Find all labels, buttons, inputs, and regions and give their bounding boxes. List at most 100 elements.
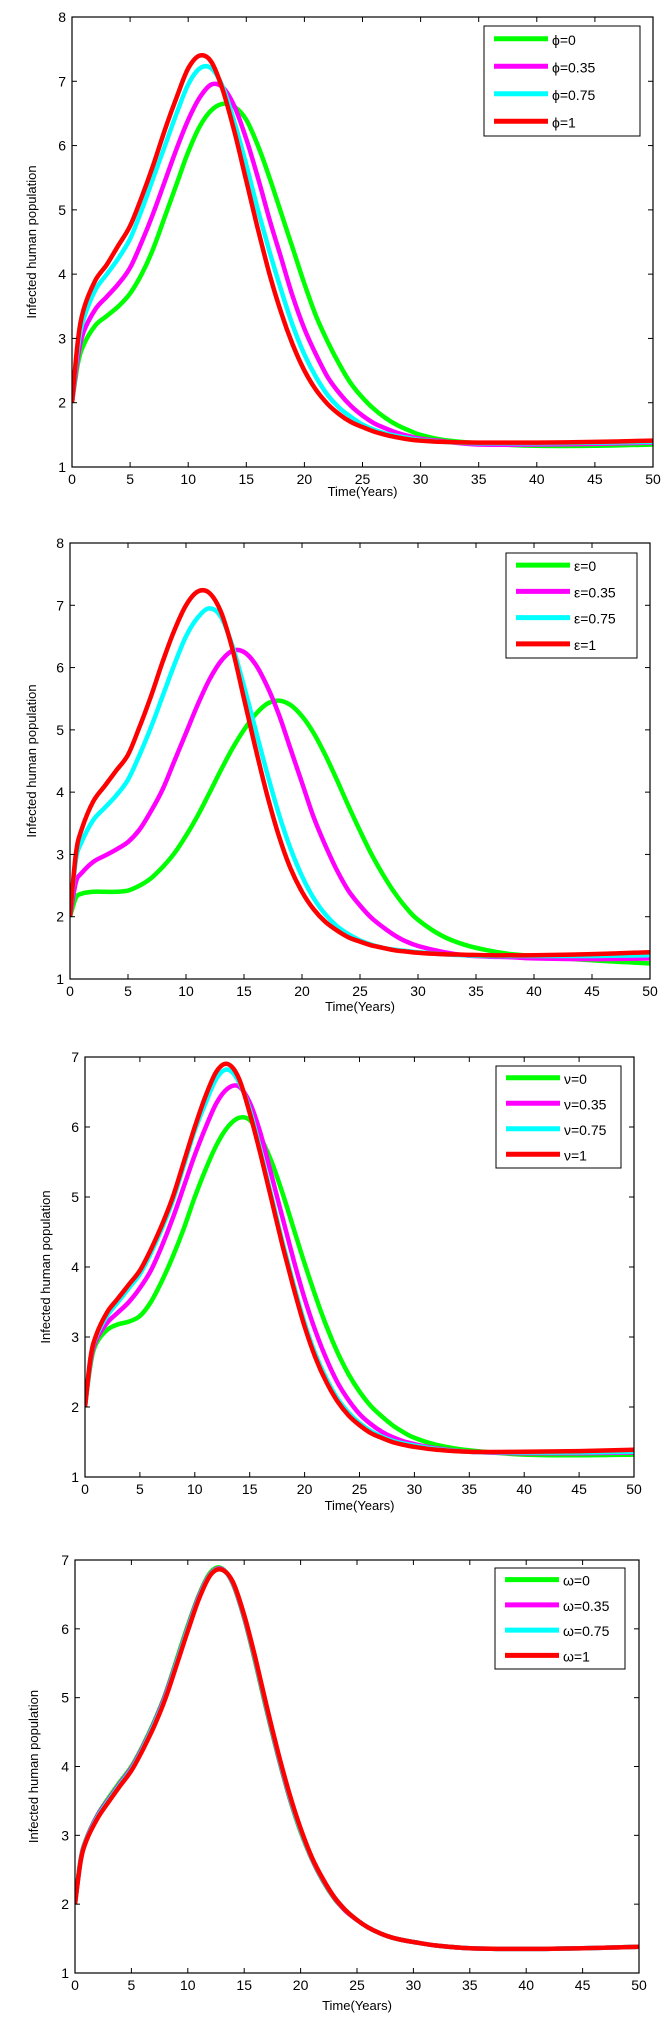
series-line-0 (72, 101, 653, 449)
legend-item: ϕ=0 (494, 32, 576, 48)
x-tick-label: 40 (526, 983, 542, 999)
legend-label: ν=0 (564, 1071, 587, 1087)
y-tick-label: 1 (61, 1965, 69, 1981)
x-tick-label: 40 (516, 1481, 532, 1497)
chart-panel-phi: 0 5 10 15 20 25 30 35 40 45 50 1 2 3 4 5 6 7 8 Time(Years) I… (0, 0, 672, 500)
y-tick-label: 4 (58, 266, 66, 282)
x-tick-label: 0 (66, 983, 74, 999)
x-tick-label: 20 (293, 1977, 309, 1993)
legend-label: ω=0.35 (563, 1598, 610, 1614)
y-tick-label: 2 (61, 1896, 69, 1912)
x-tick-label: 40 (529, 471, 545, 487)
x-tick-label: 10 (180, 471, 196, 487)
x-tick-label: 25 (352, 1481, 368, 1497)
x-axis-label: Time(Years) (322, 1998, 392, 2013)
legend-box (483, 25, 641, 137)
y-tick-label: 2 (58, 395, 66, 411)
y-axis-label: Infected human population (38, 1190, 53, 1343)
x-tick-label: 30 (413, 471, 429, 487)
series-line-0 (70, 698, 650, 966)
x-tick-label: 5 (128, 1977, 136, 1993)
legend-box (495, 1065, 622, 1169)
x-tick-label: 45 (584, 983, 600, 999)
legend-label: ω=0 (563, 1573, 590, 1589)
x-tick-label: 15 (236, 983, 252, 999)
legend-label: ν=0.35 (564, 1096, 607, 1112)
legend-item: ν=0.35 (506, 1096, 607, 1112)
series-lines (85, 1061, 634, 1458)
x-tick-label: 15 (236, 1977, 252, 1993)
x-tick-label: 5 (124, 983, 132, 999)
series-line-3 (72, 53, 653, 445)
series-lines (72, 53, 653, 449)
legend-label: ω=1 (563, 1648, 590, 1664)
x-tick-label: 0 (68, 471, 76, 487)
x-tick-label: 30 (410, 983, 426, 999)
x-tick-label: 5 (126, 471, 134, 487)
legend-label: ϕ=0.75 (552, 87, 595, 103)
legend-item: ε=0.35 (516, 584, 616, 600)
legend: ν=0 ν=0.35 ν=0.75 ν=1 (495, 1065, 622, 1169)
legend-item: ν=0 (506, 1071, 587, 1087)
chart-omega: 0 5 10 15 20 25 30 35 40 45 501234567Time(Years)In… (26, 1552, 647, 2013)
legend-item: ν=1 (506, 1147, 587, 1163)
series-line-0 (85, 1114, 634, 1458)
chart-panel-epsilon: 0 5 10 15 20 25 30 35 40 45 50 1 2 3 4 5 6 7 8 Time(Years) I… (0, 500, 672, 1020)
series-line-3 (70, 587, 650, 958)
y-tick-label: 2 (56, 909, 64, 925)
y-axis-label: Infected human population (24, 684, 39, 837)
y-tick-label: 6 (71, 1119, 79, 1135)
x-tick-label: 10 (187, 1481, 203, 1497)
legend-item: ω=1 (505, 1648, 590, 1664)
x-tick-label: 50 (631, 1977, 647, 1993)
chart-phi: 0 5 10 15 20 25 30 35 40 45 5012345678Time(Years)I… (24, 9, 661, 499)
x-tick-label: 25 (352, 983, 368, 999)
x-tick-label: 45 (575, 1977, 591, 1993)
x-tick-label: 35 (471, 471, 487, 487)
y-tick-label: 3 (58, 330, 66, 346)
x-tick-label: 15 (239, 471, 255, 487)
y-tick-label: 4 (56, 784, 64, 800)
series-line-3 (75, 1567, 639, 1952)
x-tick-label: 20 (294, 983, 310, 999)
chart-nu: 0 5 10 15 20 25 30 35 40 45 501234567Time(Years)In… (38, 1049, 642, 1513)
legend-item: ε=0 (516, 558, 596, 574)
legend-item: ν=0.75 (506, 1122, 607, 1138)
x-tick-label: 10 (178, 983, 194, 999)
y-tick-label: 5 (58, 202, 66, 218)
series-line-1 (70, 647, 650, 962)
legend-item: ω=0.75 (505, 1623, 610, 1639)
x-tick-label: 45 (587, 471, 603, 487)
legend-box (494, 1567, 626, 1670)
legend-item: ϕ=0.35 (494, 59, 595, 75)
x-tick-label: 15 (242, 1481, 258, 1497)
x-tick-label: 30 (406, 1977, 422, 1993)
x-tick-label: 50 (626, 1481, 642, 1497)
y-tick-label: 1 (71, 1469, 79, 1485)
x-tick-label: 50 (642, 983, 658, 999)
x-tick-label: 25 (349, 1977, 365, 1993)
legend-item: ϕ=0.75 (494, 87, 595, 103)
x-tick-label: 0 (81, 1481, 89, 1497)
legend-item: ϕ=1 (494, 114, 576, 130)
legend-label: ϕ=0.35 (552, 59, 595, 75)
y-tick-label: 8 (58, 9, 66, 25)
legend: ω=0 ω=0.35 ω=0.75 ω=1 (494, 1567, 626, 1670)
legend-label: ε=0 (574, 558, 596, 574)
x-tick-label: 45 (571, 1481, 587, 1497)
series-line-1 (72, 81, 653, 447)
x-axis-label: Time(Years) (328, 484, 398, 499)
x-tick-label: 40 (518, 1977, 534, 1993)
legend-item: ε=0.75 (516, 611, 616, 627)
legend: ε=0 ε=0.35 ε=0.75 ε=1 (505, 552, 638, 659)
x-tick-label: 10 (180, 1977, 196, 1993)
chart-epsilon: 0 5 10 15 20 25 30 35 40 45 5012345678Time(Years)I… (24, 535, 658, 1014)
y-tick-label: 6 (56, 660, 64, 676)
x-tick-label: 5 (136, 1481, 144, 1497)
y-tick-label: 8 (56, 535, 64, 551)
y-tick-label: 7 (58, 73, 66, 89)
y-tick-label: 1 (56, 971, 64, 987)
chart-panel-nu: 0 5 10 15 20 25 30 35 40 45 50 1 2 3 4 5 6 7 Time(Years) In… (0, 1020, 672, 1520)
y-tick-label: 5 (56, 722, 64, 738)
legend-label: ϕ=1 (552, 114, 576, 130)
